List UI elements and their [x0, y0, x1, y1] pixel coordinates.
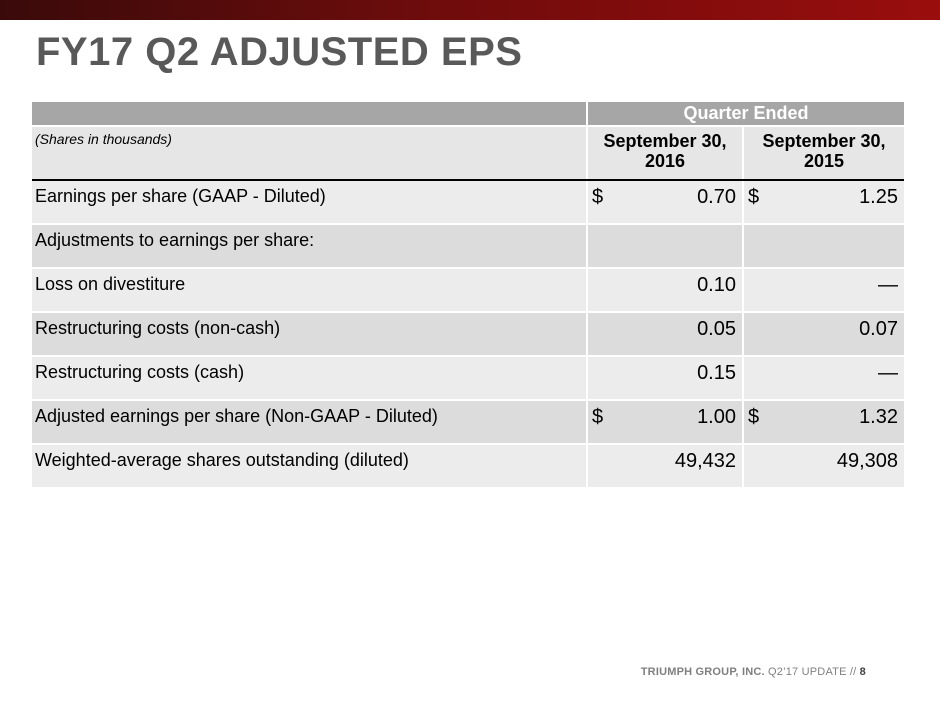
value-cell-2015 [743, 224, 904, 269]
table-row: Adjustments to earnings per share: [32, 224, 904, 269]
value-cell-2016: 0.15 [587, 356, 744, 401]
page-number: 8 [859, 666, 866, 678]
value-amount: 0.15 [697, 362, 736, 384]
currency-symbol: $ [592, 186, 604, 208]
units-note: (Shares in thousands) [32, 126, 588, 181]
value-cell-2015: — [743, 356, 904, 401]
row-label: Adjustments to earnings per share: [32, 224, 588, 269]
table-row: Weighted-average shares outstanding (dil… [32, 444, 904, 489]
adjusted-eps-table: Quarter Ended (Shares in thousands) Sept… [32, 102, 904, 489]
table-row: Loss on divestiture 0.10 — [32, 268, 904, 313]
slide-title: FY17 Q2 ADJUSTED EPS [36, 30, 523, 74]
value-cell-2015: $1.25 [743, 180, 904, 225]
value-amount: — [878, 362, 898, 384]
footer-company: TRIUMPH GROUP, INC. [640, 666, 765, 678]
table-row: Restructuring costs (non-cash) 0.05 0.07 [32, 312, 904, 357]
top-accent-bar [0, 0, 940, 20]
value-amount: 49,432 [674, 450, 736, 472]
row-label: Earnings per share (GAAP - Diluted) [32, 180, 588, 225]
column-header-2016: September 30, 2016 [587, 126, 744, 181]
row-label: Loss on divestiture [32, 268, 588, 313]
value-amount: — [878, 274, 898, 296]
footer-update: Q2’17 UPDATE // [768, 666, 857, 678]
currency-symbol: $ [748, 186, 760, 208]
row-label: Adjusted earnings per share (Non-GAAP - … [32, 400, 588, 445]
currency-symbol: $ [748, 406, 760, 428]
value-amount: 1.32 [859, 406, 898, 428]
value-cell-2016: 0.05 [587, 312, 744, 357]
value-amount: 0.05 [697, 318, 736, 340]
value-cell-2015: $1.32 [743, 400, 904, 445]
value-amount: 0.70 [697, 186, 736, 208]
slide-footer: TRIUMPH GROUP, INC. Q2’17 UPDATE // 8 [0, 666, 866, 678]
value-cell-2015: 49,308 [743, 444, 904, 489]
value-amount: 1.00 [697, 406, 736, 428]
value-amount: 0.07 [859, 318, 898, 340]
table-column-header-row: (Shares in thousands) September 30, 2016… [32, 126, 904, 181]
currency-symbol: $ [592, 406, 604, 428]
value-cell-2015: 0.07 [743, 312, 904, 357]
value-cell-2016: 0.10 [587, 268, 744, 313]
row-label: Weighted-average shares outstanding (dil… [32, 444, 588, 489]
value-cell-2016: $0.70 [587, 180, 744, 225]
value-cell-2015: — [743, 268, 904, 313]
column-header-2015: September 30, 2015 [743, 126, 904, 181]
table-row: Restructuring costs (cash) 0.15 — [32, 356, 904, 401]
quarter-ended-header: Quarter Ended [587, 102, 904, 127]
value-cell-2016: 49,432 [587, 444, 744, 489]
row-label: Restructuring costs (cash) [32, 356, 588, 401]
table-row: Earnings per share (GAAP - Diluted) $0.7… [32, 180, 904, 225]
value-amount: 49,308 [836, 450, 898, 472]
value-amount: 1.25 [859, 186, 898, 208]
value-amount: 0.10 [697, 274, 736, 296]
row-label: Restructuring costs (non-cash) [32, 312, 588, 357]
value-cell-2016 [587, 224, 744, 269]
header-spacer [32, 102, 588, 127]
table-row: Adjusted earnings per share (Non-GAAP - … [32, 400, 904, 445]
table-group-header-row: Quarter Ended [32, 102, 904, 127]
value-cell-2016: $1.00 [587, 400, 744, 445]
